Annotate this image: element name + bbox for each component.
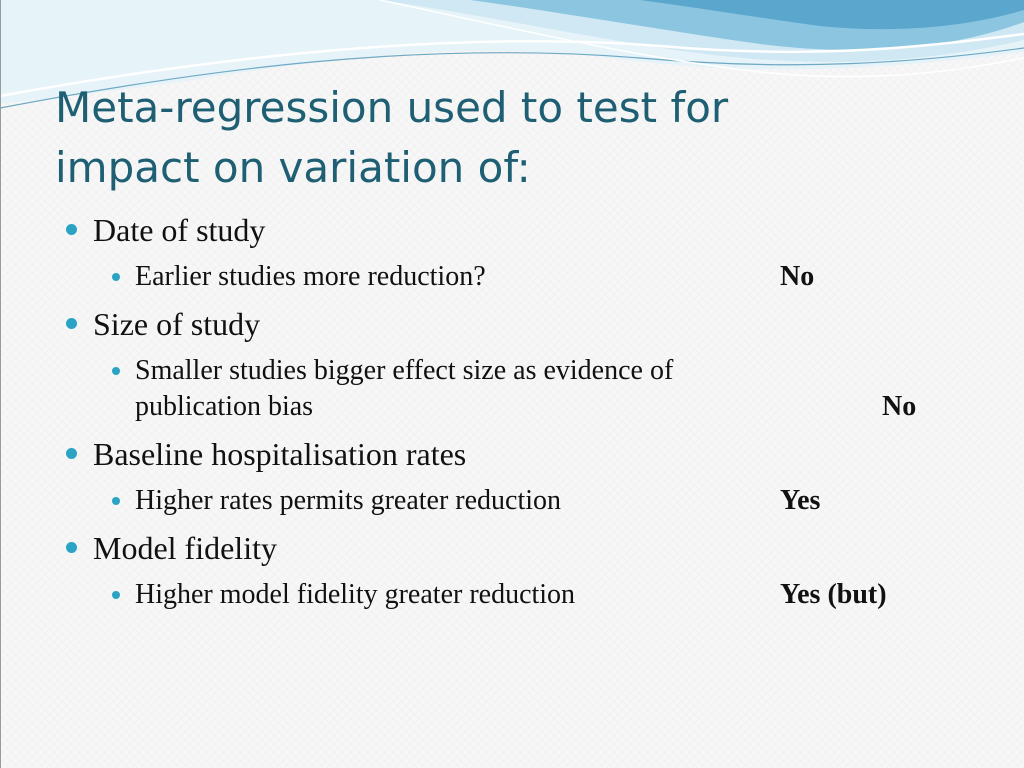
sub-bullet-higher-model-fidelity: Higher model fidelity greater reduction <box>112 577 576 613</box>
bullet-dot-icon <box>66 448 77 459</box>
bullet-baseline-hospitalisation: Baseline hospitalisation rates <box>66 436 467 472</box>
bullet-dot-icon <box>66 542 77 553</box>
title-line-2: impact on variation of: <box>55 143 531 192</box>
decorative-wave-banner <box>0 0 1024 109</box>
bullet-text: Size of study <box>93 306 261 342</box>
sub-bullet-text: Earlier studies more reduction? <box>135 261 486 292</box>
answer-yes: Yes <box>780 485 821 516</box>
sub-bullet-smaller-studies: Smaller studies bigger effect size as ev… <box>112 353 674 389</box>
bullet-date-of-study: Date of study <box>66 212 266 248</box>
sub-bullet-text: publication bias <box>135 391 314 422</box>
bullet-dot-icon <box>112 367 120 375</box>
bullet-dot-icon <box>112 273 120 281</box>
title-line-1: Meta-regression used to test for <box>55 83 729 132</box>
answer-no: No <box>882 391 917 422</box>
bullet-text: Date of study <box>93 212 266 248</box>
bullet-text: Model fidelity <box>93 530 277 566</box>
sub-bullet-smaller-studies-continued: publication bias <box>135 389 313 425</box>
bullet-size-of-study: Size of study <box>66 306 261 342</box>
bullet-dot-icon <box>66 318 77 329</box>
sub-bullet-earlier-studies: Earlier studies more reduction? <box>112 259 486 295</box>
sub-bullet-text: Higher rates permits greater reduction <box>135 485 562 516</box>
sub-bullet-higher-rates: Higher rates permits greater reduction <box>112 483 562 519</box>
bullet-dot-icon <box>66 224 77 235</box>
sub-bullet-text: Higher model fidelity greater reduction <box>135 579 576 610</box>
bullet-dot-icon <box>112 497 120 505</box>
sub-bullet-text: Smaller studies bigger effect size as ev… <box>135 355 674 386</box>
left-border-line <box>0 0 1 768</box>
bullet-model-fidelity: Model fidelity <box>66 530 277 566</box>
bullet-dot-icon <box>112 591 120 599</box>
slide-title: Meta-regression used to test for impact … <box>55 78 815 198</box>
answer-no: No <box>780 261 815 292</box>
answer-yes-but: Yes (but) <box>780 579 887 610</box>
bullet-text: Baseline hospitalisation rates <box>93 436 467 472</box>
